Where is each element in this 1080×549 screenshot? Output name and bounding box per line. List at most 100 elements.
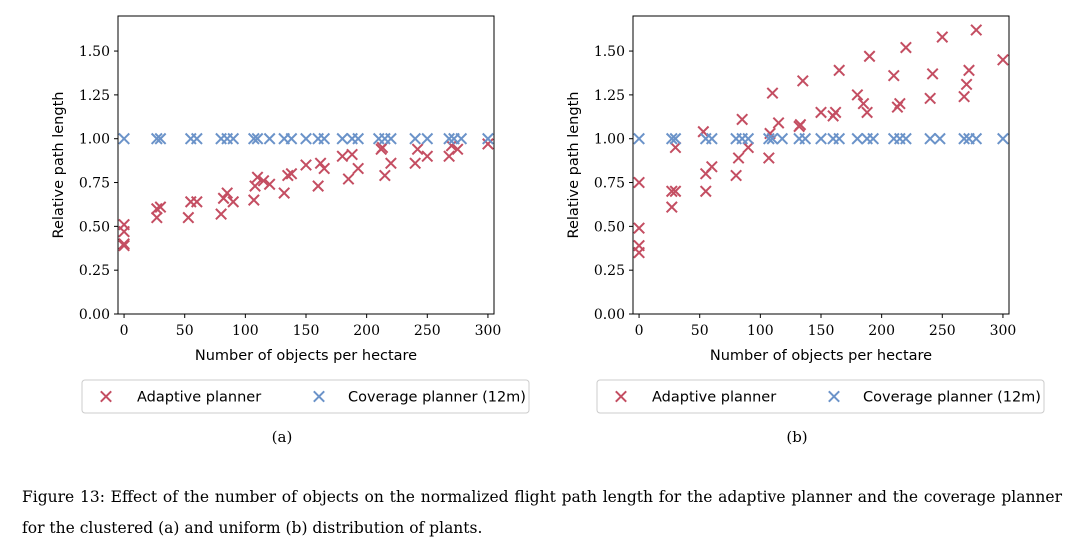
- data-point: [958, 132, 971, 145]
- data-point: [263, 178, 276, 191]
- data-point: [669, 141, 682, 154]
- data-point: [766, 87, 779, 100]
- x-tick-label: 150: [808, 323, 835, 339]
- x-tick-label: 250: [929, 323, 956, 339]
- data-point: [633, 176, 645, 189]
- data-point: [249, 180, 261, 192]
- data-point: [665, 132, 678, 145]
- data-point: [384, 157, 397, 170]
- data-point: [409, 157, 422, 170]
- data-point: [118, 132, 130, 145]
- x-axis: 0 50 100 150 200 250 300 Number of objects per …: [635, 314, 1016, 364]
- data-point: [799, 132, 812, 145]
- legend: Adaptive planner Coverage planner (12m): [596, 379, 1045, 414]
- y-tick-label: 1.00: [594, 132, 625, 148]
- legend-label-adaptive-planner: Adaptive planner: [652, 390, 776, 406]
- y-axis-label: Relative path length: [566, 92, 582, 239]
- data-point: [970, 24, 983, 36]
- data-point: [318, 162, 331, 175]
- legend-label-adaptive-planner: Adaptive planner: [137, 390, 261, 406]
- data-point: [455, 132, 468, 145]
- data-point: [190, 132, 203, 145]
- x-axis: 0 50 100 150 200 250 300 Number of objects per …: [120, 314, 502, 364]
- data-point: [794, 118, 807, 131]
- series-coverage-planner: [633, 132, 1009, 145]
- data-point: [732, 152, 745, 164]
- data-point: [451, 143, 464, 156]
- data-point: [697, 125, 710, 138]
- y-tick-label: 1.25: [79, 88, 110, 104]
- legend-marker-coverage-planner: [313, 390, 325, 403]
- data-points: [633, 24, 1009, 259]
- legend-marker-adaptive-planner: [615, 390, 627, 403]
- data-point: [924, 132, 937, 145]
- data-point: [411, 143, 424, 156]
- data-point: [257, 174, 270, 187]
- data-point: [150, 132, 163, 145]
- data-point: [736, 113, 749, 126]
- data-point: [227, 195, 240, 208]
- data-point: [766, 132, 779, 145]
- data-point: [217, 192, 230, 205]
- data-point: [227, 132, 240, 145]
- data-point: [352, 132, 365, 145]
- data-point: [346, 148, 358, 161]
- data-point: [318, 132, 331, 145]
- data-point: [352, 162, 365, 175]
- data-point: [251, 132, 264, 145]
- data-point: [285, 132, 298, 145]
- data-point: [285, 167, 298, 180]
- y-axis: 0.00 0.25 0.50 0.75 1.00 1.25 1.50 Relative pat…: [51, 44, 118, 323]
- data-point: [776, 132, 789, 145]
- y-tick-label: 1.50: [594, 44, 625, 60]
- legend-label-coverage-planner: Coverage planner (12m): [863, 390, 1041, 406]
- y-tick-label: 0.00: [79, 307, 110, 323]
- data-point: [699, 185, 712, 198]
- y-tick-label: 1.50: [79, 44, 110, 60]
- data-point: [762, 132, 775, 145]
- data-point: [215, 208, 228, 220]
- data-point: [278, 187, 291, 199]
- data-point: [665, 201, 678, 213]
- data-point: [281, 169, 294, 182]
- data-point: [300, 159, 312, 171]
- data-point: [742, 132, 755, 145]
- y-tick-label: 0.75: [79, 176, 110, 192]
- data-point: [443, 150, 456, 163]
- data-point: [796, 74, 809, 87]
- data-point: [300, 132, 312, 145]
- data-point: [336, 150, 349, 163]
- x-tick-label: 200: [353, 323, 380, 339]
- data-point: [924, 92, 937, 105]
- data-point: [154, 201, 167, 213]
- data-point: [899, 132, 912, 145]
- y-tick-label: 0.50: [79, 219, 110, 235]
- data-point: [409, 132, 422, 145]
- data-point: [221, 187, 234, 199]
- data-point: [312, 180, 325, 192]
- legend-label-coverage-planner: Coverage planner (12m): [348, 390, 526, 406]
- data-point: [936, 31, 949, 43]
- x-tick-label: 300: [475, 323, 502, 339]
- legend-marker-coverage-planner: [828, 390, 840, 403]
- data-point: [482, 138, 494, 150]
- data-point: [829, 106, 842, 119]
- data-point: [118, 218, 130, 231]
- data-point: [970, 132, 983, 145]
- data-point: [150, 211, 163, 224]
- data-point: [443, 132, 456, 145]
- y-tick-label: 1.25: [594, 88, 625, 104]
- data-point: [342, 173, 355, 185]
- data-point: [633, 132, 645, 145]
- data-point: [742, 141, 755, 154]
- data-point: [933, 132, 946, 145]
- x-tick-label: 0: [120, 323, 129, 339]
- data-point: [263, 132, 276, 145]
- data-point: [633, 222, 645, 235]
- legend-marker-adaptive-planner: [100, 390, 112, 403]
- x-tick-label: 0: [635, 323, 644, 339]
- data-point: [815, 106, 827, 119]
- x-tick-label: 50: [691, 323, 709, 339]
- y-tick-label: 0.00: [594, 307, 625, 323]
